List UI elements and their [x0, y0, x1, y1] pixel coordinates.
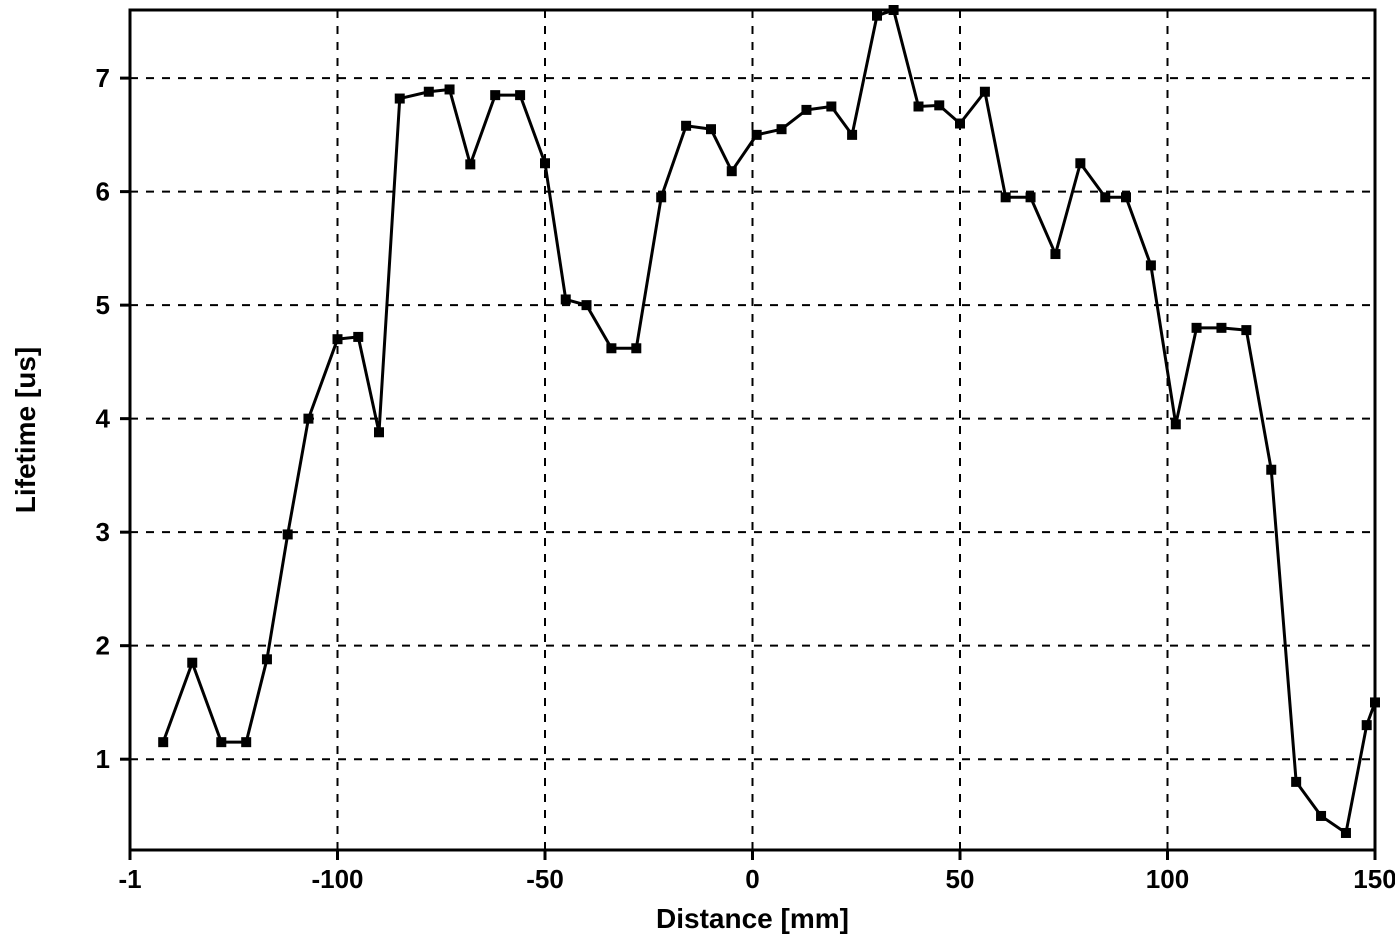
data-marker	[1050, 249, 1060, 259]
data-marker	[333, 334, 343, 344]
data-marker	[1341, 828, 1351, 838]
data-marker	[374, 427, 384, 437]
lifetime-chart: -100 -50 0 50 100 150 -1 1 2 3 4 5 6 7 Distance [mm] Li…	[0, 0, 1395, 949]
data-marker	[872, 11, 882, 21]
data-marker	[1146, 260, 1156, 270]
data-marker	[914, 101, 924, 111]
data-marker	[681, 121, 691, 131]
data-marker	[262, 654, 272, 664]
data-marker	[752, 130, 762, 140]
data-marker	[515, 90, 525, 100]
data-marker	[283, 529, 293, 539]
data-marker	[1291, 777, 1301, 787]
data-marker	[216, 737, 226, 747]
data-marker	[1100, 192, 1110, 202]
data-marker	[465, 159, 475, 169]
data-marker	[1316, 811, 1326, 821]
data-marker	[980, 87, 990, 97]
chart-container: -100 -50 0 50 100 150 -1 1 2 3 4 5 6 7 Distance [mm] Li…	[0, 0, 1395, 949]
data-marker	[1241, 325, 1251, 335]
data-marker	[1001, 192, 1011, 202]
data-marker	[631, 343, 641, 353]
y-tick-label: 5	[96, 290, 110, 320]
x-tick-label: -100	[311, 864, 363, 894]
data-marker	[303, 414, 313, 424]
y-tick-label: 6	[96, 177, 110, 207]
data-marker	[187, 658, 197, 668]
data-marker	[540, 158, 550, 168]
y-tick-label: 2	[96, 631, 110, 661]
x-tick-label: -1	[118, 864, 141, 894]
data-marker	[561, 294, 571, 304]
data-marker	[1026, 192, 1036, 202]
data-marker	[847, 130, 857, 140]
x-tick-label: -50	[526, 864, 564, 894]
data-marker	[801, 105, 811, 115]
x-tick-label: 150	[1353, 864, 1395, 894]
data-marker	[1216, 323, 1226, 333]
x-tick-label: 50	[946, 864, 975, 894]
data-marker	[490, 90, 500, 100]
x-tick-label: 100	[1146, 864, 1189, 894]
data-marker	[889, 5, 899, 15]
data-marker	[826, 101, 836, 111]
data-marker	[1075, 158, 1085, 168]
data-marker	[1370, 697, 1380, 707]
data-marker	[1362, 720, 1372, 730]
data-marker	[158, 737, 168, 747]
x-axis-label: Distance [mm]	[656, 903, 849, 934]
data-marker	[1121, 192, 1131, 202]
y-tick-label: 1	[96, 744, 110, 774]
data-marker	[606, 343, 616, 353]
data-marker	[934, 100, 944, 110]
data-marker	[955, 119, 965, 129]
data-marker	[656, 192, 666, 202]
data-marker	[445, 84, 455, 94]
y-tick-label: 7	[96, 63, 110, 93]
data-marker	[424, 87, 434, 97]
y-tick-label: 4	[96, 404, 111, 434]
data-marker	[1192, 323, 1202, 333]
data-marker	[353, 332, 363, 342]
data-marker	[395, 94, 405, 104]
y-axis-label: Lifetime [us]	[10, 347, 41, 513]
data-marker	[727, 166, 737, 176]
data-marker	[1266, 465, 1276, 475]
data-marker	[582, 300, 592, 310]
data-marker	[1171, 419, 1181, 429]
y-tick-label: 3	[96, 517, 110, 547]
x-tick-label: 0	[745, 864, 759, 894]
data-marker	[706, 124, 716, 134]
data-marker	[241, 737, 251, 747]
data-marker	[777, 124, 787, 134]
